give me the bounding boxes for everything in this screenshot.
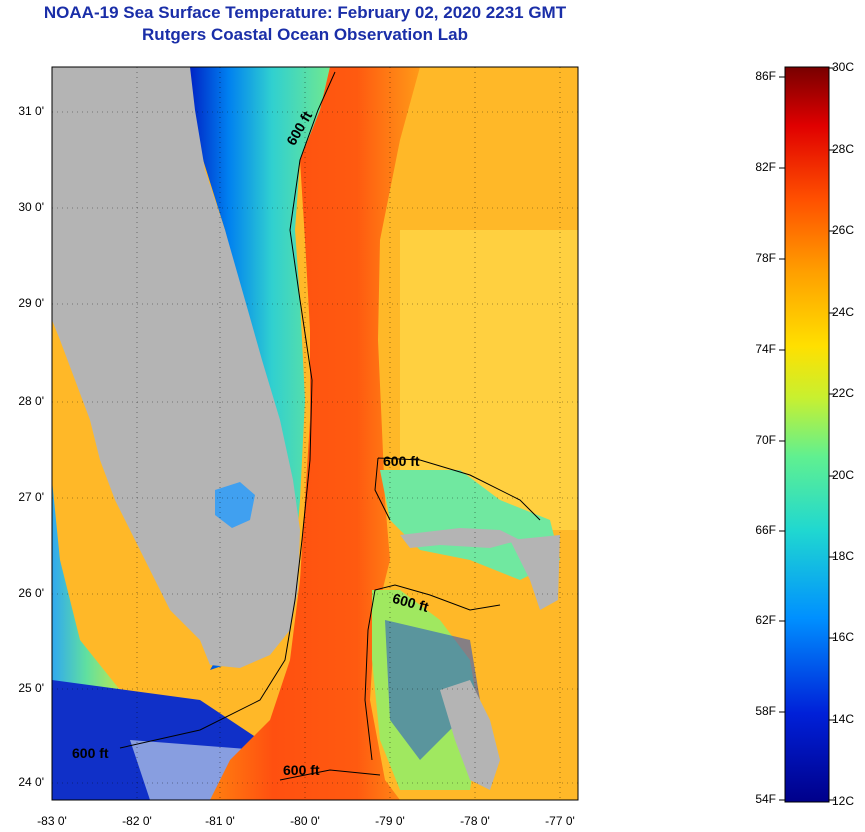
- colorbar-f-label: 74F: [755, 342, 776, 356]
- lat-label: 28 0': [18, 394, 44, 408]
- lat-label: 27 0': [18, 490, 44, 504]
- contour-600ft-florida: [119, 71, 336, 749]
- colorbar-c-label: 30C: [832, 60, 855, 74]
- contour-600ft-great-bahama: [364, 584, 501, 761]
- colorbar-c-label: 12C: [832, 794, 855, 808]
- colorbar-f-label: 58F: [755, 704, 776, 718]
- lon-label: -79 0': [375, 814, 405, 828]
- colorbar-f-label: 62F: [755, 613, 776, 627]
- lat-label: 25 0': [18, 681, 44, 695]
- colorbar-c-label: 16C: [832, 630, 855, 644]
- lon-label: -78 0': [460, 814, 490, 828]
- contour-label: 600 ft: [383, 453, 420, 469]
- lon-label: -83 0': [37, 814, 67, 828]
- colorbar-c-label: 20C: [832, 468, 855, 482]
- colorbar-c-label: 26C: [832, 223, 855, 237]
- colorbar-c-label: 24C: [832, 305, 855, 319]
- colorbar-ticks: [779, 67, 835, 801]
- little-bahama-bank: [380, 470, 560, 580]
- lon-label: -81 0': [205, 814, 235, 828]
- lon-label: -80 0': [290, 814, 320, 828]
- lat-label: 26 0': [18, 586, 44, 600]
- map-title: NOAA-19 Sea Surface Temperature: Februar…: [43, 3, 567, 22]
- colorbar-c-label: 18C: [832, 549, 855, 563]
- colorbar-f-label: 70F: [755, 433, 776, 447]
- andros-island: [440, 680, 500, 790]
- colorbar-f-label: 82F: [755, 160, 776, 174]
- abaco-island: [510, 535, 560, 610]
- colorbar-f-label: 78F: [755, 251, 776, 265]
- graticule: [52, 67, 578, 800]
- colorbar: [784, 66, 830, 803]
- grand-bahama-island: [400, 528, 520, 548]
- lat-label: 30 0': [18, 200, 44, 214]
- contour-label: 600 ft: [283, 762, 320, 778]
- bank-cloud-shadow: [385, 620, 480, 760]
- map-subtitle: Rutgers Coastal Ocean Observation Lab: [142, 25, 468, 44]
- colorbar-f-label: 54F: [755, 792, 776, 806]
- lon-label: -82 0': [122, 814, 152, 828]
- colorbar-c-label: 22C: [832, 386, 855, 400]
- lat-label: 29 0': [18, 296, 44, 310]
- contour-600ft-straits: [279, 769, 381, 781]
- lat-label: 31 0': [18, 104, 44, 118]
- contour-600ft-little-bahama: [374, 457, 541, 521]
- colorbar-c-label: 28C: [832, 142, 855, 156]
- colorbar-f-label: 66F: [755, 523, 776, 537]
- colorbar-f-label: 86F: [755, 69, 776, 83]
- lat-label: 24 0': [18, 775, 44, 789]
- lake-okeechobee: [215, 482, 255, 528]
- gulf-stream: [210, 67, 420, 800]
- colorbar-c-label: 14C: [832, 712, 855, 726]
- lon-label: -77 0': [545, 814, 575, 828]
- contour-label: 600 ft: [72, 745, 109, 761]
- map-frame: [51, 66, 579, 801]
